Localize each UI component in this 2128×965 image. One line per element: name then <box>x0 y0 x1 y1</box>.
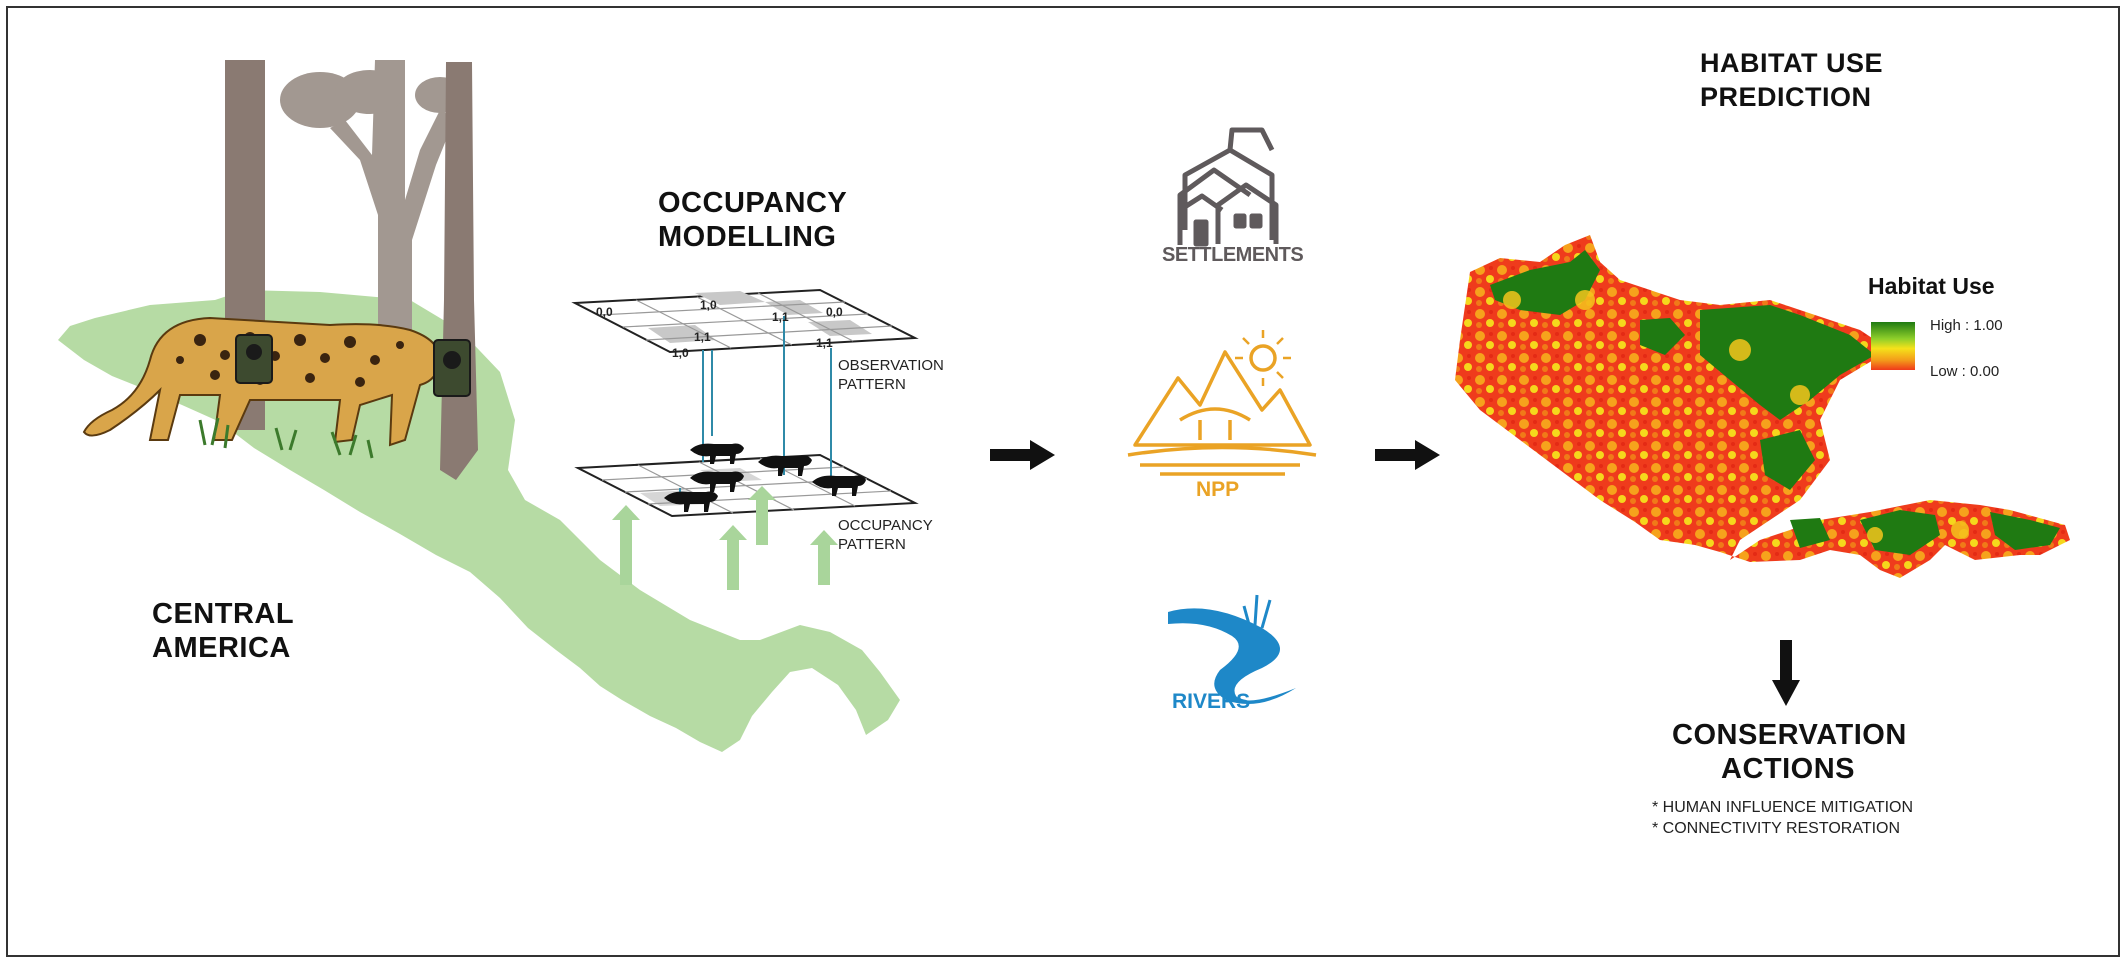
occupancy-connectors <box>679 316 832 500</box>
cell-label: 1,1 <box>816 336 833 350</box>
prediction-title-line1: HABITAT USE <box>1700 48 1883 78</box>
background-tree-icon <box>280 60 465 380</box>
figure-frame <box>6 6 2120 957</box>
region-title-line1: CENTRAL <box>152 598 295 630</box>
occupancy-title-line1: OCCUPANCY <box>658 187 848 219</box>
arrow-down-icon <box>1772 640 1800 706</box>
legend-low-label: Low : 0.00 <box>1930 363 2000 380</box>
observation-label-line2: PATTERN <box>838 376 906 393</box>
cell-label: 1,0 <box>672 346 689 360</box>
npp-icon <box>1127 330 1317 476</box>
conservation-title-line1: CONSERVATION <box>1672 719 1907 751</box>
observation-grid <box>571 288 919 354</box>
settlements-icon <box>1177 127 1279 247</box>
prediction-title: HABITAT USE PREDICTION <box>1700 46 1883 114</box>
region-title-line2: AMERICA <box>152 632 291 664</box>
conservation-item: * HUMAN INFLUENCE MITIGATION <box>1652 799 1914 816</box>
occupancy-title: OCCUPANCY MODELLING <box>658 186 847 254</box>
occupancy-pattern-label: OCCUPANCY PATTERN <box>838 516 933 554</box>
legend-color-bar <box>1871 322 1915 370</box>
observation-pattern-label: OBSERVATION PATTERN <box>838 356 944 394</box>
cell-label: 0,0 <box>596 305 613 319</box>
settlements-label: SETTLEMENTS <box>1162 244 1304 266</box>
jaguar-silhouettes <box>664 443 866 512</box>
grass-decoration <box>198 417 374 459</box>
occupancy-label-line2: PATTERN <box>838 536 906 553</box>
habitat-use-map <box>1455 235 2070 578</box>
conservation-item: * CONNECTIVITY RESTORATION <box>1652 820 1901 837</box>
cell-label: 1,1 <box>772 310 789 324</box>
prediction-title-line2: PREDICTION <box>1700 82 1872 112</box>
conservation-title-line2: ACTIONS <box>1721 753 1855 785</box>
upward-arrows <box>612 486 838 590</box>
cell-label: 0,0 <box>826 305 843 319</box>
region-title: CENTRAL AMERICA <box>152 597 294 665</box>
central-america-map <box>58 290 900 752</box>
rivers-icon <box>1168 594 1296 704</box>
legend-title: Habitat Use <box>1868 273 1995 299</box>
occupancy-title-line2: MODELLING <box>658 221 837 253</box>
npp-label: NPP <box>1196 478 1240 501</box>
rivers-label: RIVERS <box>1172 690 1251 713</box>
cell-label: 1,0 <box>700 298 717 312</box>
camera-trap-icon <box>235 334 471 397</box>
occupancy-grid <box>574 453 919 518</box>
conservation-list: * HUMAN INFLUENCE MITIGATION * CONNECTIV… <box>1652 797 1913 839</box>
observation-label-line1: OBSERVATION <box>838 357 944 374</box>
occupancy-label-line1: OCCUPANCY <box>838 517 933 534</box>
legend-high-label: High : 1.00 <box>1930 317 2003 334</box>
conservation-title: CONSERVATION ACTIONS <box>1672 718 1907 786</box>
cell-label: 1,1 <box>694 330 711 344</box>
arrow-right-icon <box>990 440 1440 470</box>
